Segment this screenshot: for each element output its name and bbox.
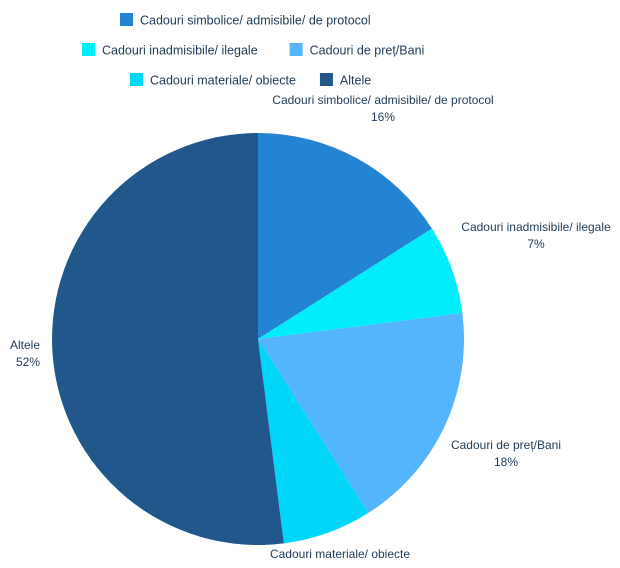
legend-swatch-2	[290, 43, 303, 56]
slice-label-1: Cadouri inadmisibile/ ilegale	[461, 220, 611, 234]
legend-swatch-1	[82, 43, 95, 56]
slice-percent-0: 16%	[371, 110, 395, 124]
legend-label-0: Cadouri simbolice/ admisibile/ de protoc…	[140, 14, 371, 28]
slice-label-0: Cadouri simbolice/ admisibile/ de protoc…	[272, 93, 493, 107]
legend-label-1: Cadouri inadmisibile/ ilegale	[102, 44, 258, 58]
slice-label-4: Altele	[10, 338, 40, 352]
legend-label-3: Cadouri materiale/ obiecte	[150, 74, 296, 88]
legend-label-2: Cadouri de preț/Bani	[310, 44, 425, 58]
slice-percent-1: 7%	[527, 237, 545, 251]
pie-slices	[52, 133, 464, 545]
slice-percent-4: 52%	[16, 355, 40, 369]
slice-label-2: Cadouri de preț/Bani	[451, 438, 561, 452]
legend-swatch-4	[320, 73, 333, 86]
legend-swatch-3	[130, 73, 143, 86]
chart-legend: Cadouri simbolice/ admisibile/ de protoc…	[82, 13, 424, 88]
slice-percent-2: 18%	[494, 455, 518, 469]
legend-swatch-0	[120, 13, 133, 26]
slice-label-3: Cadouri materiale/ obiecte	[270, 547, 410, 561]
pie-slice-4	[52, 133, 284, 545]
legend-label-4: Altele	[340, 74, 371, 88]
